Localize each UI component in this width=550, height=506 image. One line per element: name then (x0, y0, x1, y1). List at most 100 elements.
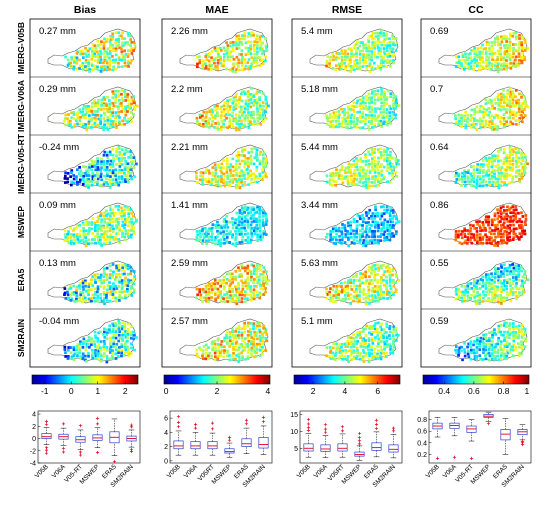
austria-map (309, 144, 400, 190)
station-marker (505, 183, 508, 187)
station-marker (499, 206, 503, 210)
station-marker (229, 282, 233, 286)
station-marker (96, 294, 100, 298)
station-marker (91, 293, 95, 297)
station-marker (509, 288, 513, 291)
station-marker (461, 175, 464, 179)
station-marker (219, 279, 222, 282)
station-marker (506, 293, 509, 297)
y-tick-label: 4 (164, 430, 168, 437)
station-marker (223, 285, 226, 288)
station-marker (253, 278, 256, 281)
station-marker (356, 99, 359, 103)
station-marker (473, 279, 476, 282)
station-marker (234, 275, 238, 279)
station-marker (237, 296, 240, 300)
station-marker (246, 223, 250, 227)
station-marker (238, 37, 241, 41)
station-marker (505, 68, 508, 71)
station-marker (204, 227, 207, 230)
station-marker (497, 330, 500, 334)
station-marker (258, 330, 262, 334)
station-marker (329, 351, 332, 354)
station-marker (364, 293, 367, 296)
station-marker (90, 180, 94, 183)
station-marker (256, 116, 259, 120)
station-marker (518, 37, 521, 40)
station-marker (505, 96, 508, 99)
station-marker (91, 117, 94, 120)
station-marker (367, 92, 371, 96)
station-marker (226, 102, 229, 105)
station-marker (223, 101, 227, 104)
station-marker (376, 345, 379, 348)
station-marker (103, 327, 106, 331)
station-marker (493, 276, 497, 279)
y-tick-label: 4 (32, 412, 36, 419)
station-marker (114, 220, 118, 223)
station-marker (341, 297, 345, 301)
station-marker (70, 116, 74, 120)
station-marker (226, 44, 230, 47)
station-marker (237, 282, 240, 285)
station-marker (346, 52, 350, 56)
station-marker (379, 217, 382, 221)
station-marker (219, 354, 222, 357)
station-marker (503, 44, 506, 47)
station-marker (487, 58, 491, 62)
station-marker (523, 220, 527, 224)
station-marker (454, 181, 458, 184)
station-marker (121, 324, 124, 328)
station-marker (377, 49, 381, 52)
station-marker (246, 95, 250, 99)
station-marker (82, 342, 85, 346)
station-marker (201, 180, 204, 184)
station-marker (514, 89, 518, 92)
station-marker (343, 357, 347, 361)
station-marker (217, 290, 220, 294)
station-marker (117, 269, 121, 272)
station-marker (332, 111, 336, 115)
station-marker (466, 229, 469, 232)
station-marker (240, 90, 244, 94)
station-marker (240, 169, 243, 173)
station-marker (349, 224, 352, 228)
station-marker (391, 55, 395, 58)
station-marker (497, 104, 501, 107)
station-marker (503, 263, 506, 267)
station-marker (132, 159, 135, 163)
station-marker (121, 285, 124, 288)
station-marker (374, 208, 377, 212)
station-marker (518, 40, 521, 44)
station-marker (256, 122, 259, 126)
station-marker (234, 345, 238, 349)
station-marker (108, 241, 112, 245)
station-marker (126, 278, 130, 282)
station-marker (380, 278, 383, 282)
station-marker (392, 284, 396, 288)
station-marker (201, 352, 205, 356)
station-marker (214, 236, 218, 239)
station-marker (240, 61, 243, 65)
station-marker (461, 300, 464, 303)
station-marker (380, 169, 384, 172)
station-marker (258, 98, 261, 101)
station-marker (499, 148, 503, 151)
station-marker (258, 114, 262, 117)
station-marker (109, 285, 112, 288)
station-marker (111, 351, 114, 355)
station-marker (484, 299, 488, 303)
station-marker (494, 343, 498, 346)
station-marker (234, 168, 238, 171)
station-marker (383, 270, 387, 274)
station-marker (130, 47, 133, 50)
station-marker (114, 352, 118, 356)
station-marker (121, 263, 124, 267)
station-marker (518, 238, 521, 241)
station-marker (216, 107, 219, 110)
station-marker (222, 122, 225, 126)
station-marker (241, 284, 245, 288)
station-marker (520, 41, 524, 44)
station-marker (216, 339, 220, 342)
station-marker (376, 279, 380, 282)
